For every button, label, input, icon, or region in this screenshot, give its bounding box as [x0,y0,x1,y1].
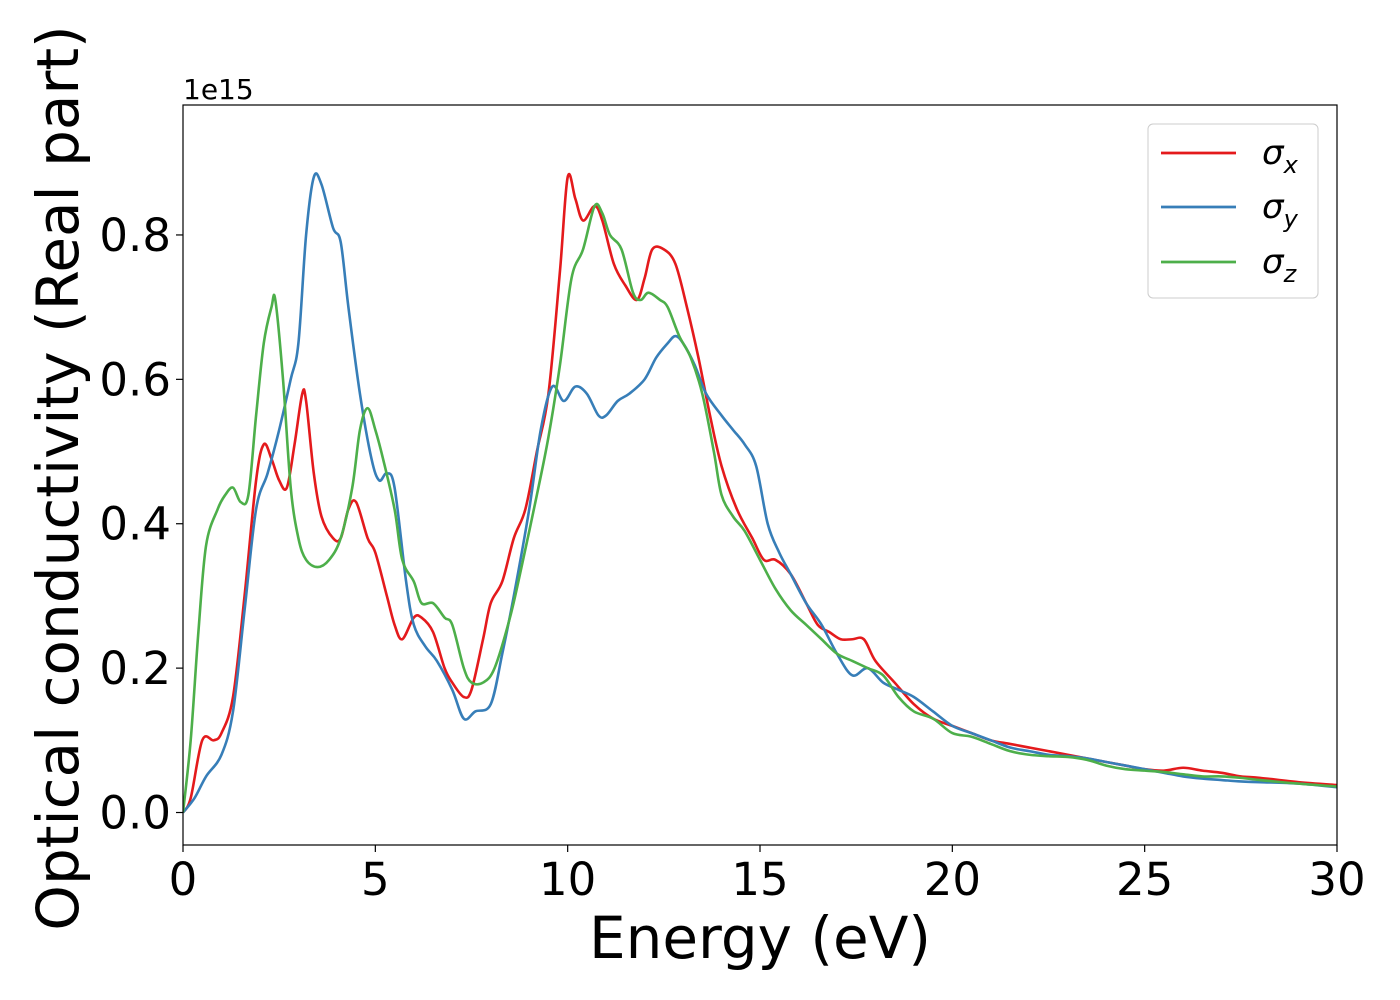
x-tick-label: 30 [1308,853,1365,906]
legend: σx σy σz [1147,123,1319,299]
legend-label-y: σy [1262,187,1299,233]
legend-label-z: σz [1262,242,1298,288]
x-tick-label: 0 [169,853,198,906]
series-line-z [183,202,1337,813]
x-axis: 0 5 10 15 20 25 30 [169,845,1366,906]
y-tick-label: 0.0 [99,787,171,840]
x-tick-label: 20 [924,853,981,906]
plot-lines [183,172,1337,814]
x-tick-label: 25 [1116,853,1173,906]
x-tick-label: 15 [731,853,788,906]
x-tick-label: 10 [539,853,596,906]
legend-box [1147,123,1319,299]
y-tick-label: 0.2 [99,642,171,695]
y-tick-label: 0.4 [99,498,171,551]
y-offset-text: 1e15 [183,73,254,106]
series-line-y [183,172,1337,814]
x-axis-title: Energy (eV) [589,904,931,972]
y-axis-title: Optical conductivity (Real part) [24,25,92,930]
series-line-x [183,173,1337,814]
y-axis: 0.0 0.2 0.4 0.6 0.8 [99,209,183,840]
x-tick-label: 5 [361,853,390,906]
legend-label-x: σx [1262,133,1299,179]
y-tick-label: 0.8 [99,209,171,262]
y-tick-label: 0.6 [99,353,171,406]
